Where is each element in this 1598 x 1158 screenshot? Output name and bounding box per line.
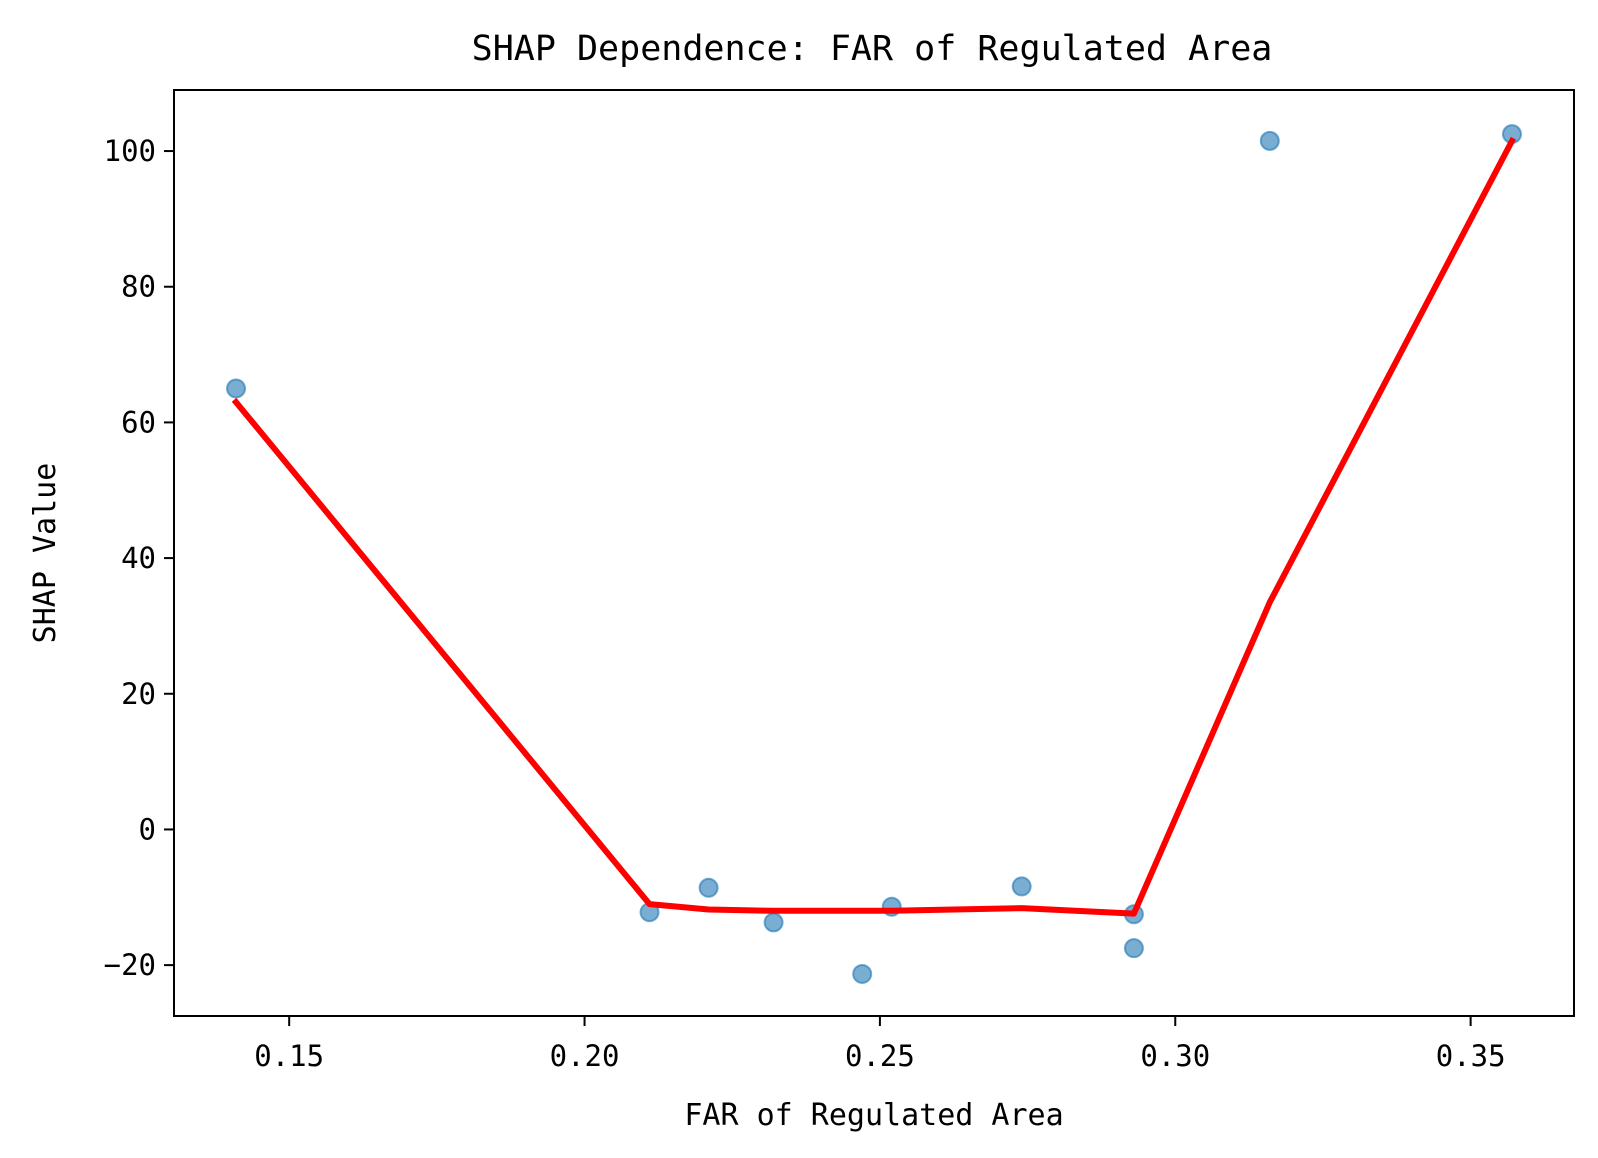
chart-title: SHAP Dependence: FAR of Regulated Area — [472, 29, 1273, 69]
scatter-point — [1259, 130, 1280, 151]
y-axis: −20 0 20 40 60 80 100 — [104, 134, 174, 982]
trend-line — [231, 136, 1517, 917]
x-tick-label: 0.15 — [254, 1039, 324, 1073]
scatter-point — [763, 912, 784, 933]
scatter-point — [1123, 938, 1144, 959]
scatter-point — [1011, 876, 1032, 897]
series-layer — [226, 124, 1522, 984]
x-tick-label: 0.20 — [550, 1039, 620, 1073]
y-tick-label: 20 — [121, 677, 156, 711]
x-tick-label: 0.35 — [1436, 1039, 1506, 1073]
x-axis-label: FAR of Regulated Area — [684, 1098, 1063, 1133]
y-tick-label: 60 — [121, 405, 156, 439]
y-tick-label: 80 — [121, 270, 156, 304]
scatter-point — [852, 963, 873, 984]
x-axis: 0.15 0.20 0.25 0.30 0.35 — [254, 1016, 1506, 1073]
y-tick-label: 40 — [121, 541, 156, 575]
y-tick-label: 100 — [104, 134, 156, 168]
axes-frame — [173, 89, 1575, 1017]
scatter-point — [226, 378, 247, 399]
scatter-point — [698, 877, 719, 898]
y-axis-label: SHAP Value — [28, 463, 63, 644]
x-tick-label: 0.25 — [845, 1039, 915, 1073]
x-tick-label: 0.30 — [1140, 1039, 1210, 1073]
y-tick-label: −20 — [104, 948, 156, 982]
y-tick-label: 0 — [139, 812, 156, 846]
